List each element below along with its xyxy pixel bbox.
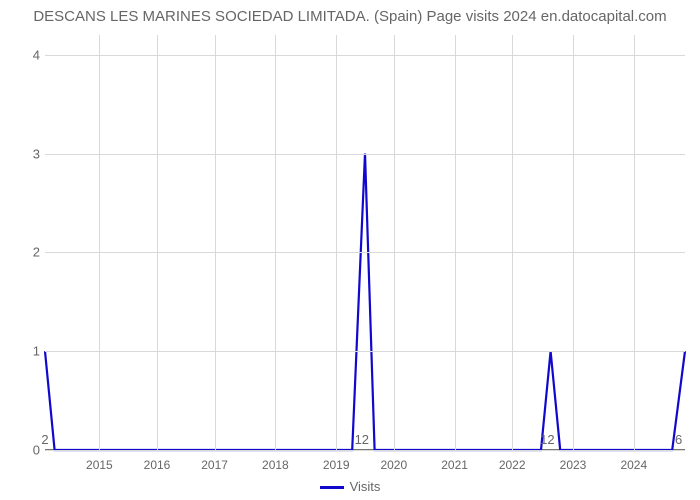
point-value-label: 12 (355, 432, 369, 447)
gridline-h (45, 55, 685, 56)
x-tick-label: 2018 (250, 458, 300, 472)
gridline-h (45, 450, 685, 451)
x-tick-label: 2016 (132, 458, 182, 472)
gridline-v (215, 35, 216, 450)
point-value-label: 12 (540, 432, 554, 447)
gridline-v (573, 35, 574, 450)
chart-title: DESCANS LES MARINES SOCIEDAD LIMITADA. (… (0, 8, 700, 25)
point-value-label: 2 (41, 432, 48, 447)
visits-line (45, 154, 685, 450)
x-tick-label: 2023 (548, 458, 598, 472)
chart-container: DESCANS LES MARINES SOCIEDAD LIMITADA. (… (0, 0, 700, 500)
point-value-label: 6 (675, 432, 682, 447)
gridline-v (275, 35, 276, 450)
chart-legend: Visits (0, 479, 700, 494)
gridline-v (157, 35, 158, 450)
x-tick-label: 2021 (430, 458, 480, 472)
line-series-svg (45, 35, 685, 450)
legend-swatch (320, 486, 344, 489)
x-tick-label: 2024 (609, 458, 659, 472)
gridline-v (394, 35, 395, 450)
legend-label: Visits (350, 479, 381, 494)
x-tick-label: 2017 (190, 458, 240, 472)
x-tick-label: 2020 (369, 458, 419, 472)
y-tick-label: 3 (15, 146, 40, 161)
y-tick-label: 4 (15, 47, 40, 62)
gridline-v (634, 35, 635, 450)
x-tick-label: 2022 (487, 458, 537, 472)
x-tick-label: 2015 (74, 458, 124, 472)
gridline-v (512, 35, 513, 450)
y-tick-label: 1 (15, 344, 40, 359)
chart-plot-area: 0123420152016201720182019202020212022202… (45, 35, 685, 450)
gridline-h (45, 154, 685, 155)
x-tick-label: 2019 (311, 458, 361, 472)
y-tick-label: 2 (15, 245, 40, 260)
y-tick-label: 0 (15, 443, 40, 458)
gridline-h (45, 351, 685, 352)
gridline-v (455, 35, 456, 450)
gridline-h (45, 252, 685, 253)
gridline-v (336, 35, 337, 450)
gridline-v (99, 35, 100, 450)
